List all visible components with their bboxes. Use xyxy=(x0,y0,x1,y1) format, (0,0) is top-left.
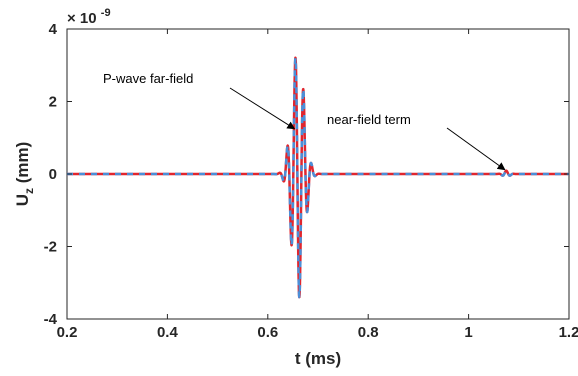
x-tick-label: 0.8 xyxy=(358,324,379,341)
y-axis-label-unit: (mm) xyxy=(13,142,32,184)
y-axis-label-sub: z xyxy=(22,188,36,194)
x-tick-label: 1 xyxy=(464,324,472,341)
exponent-base: × 10 xyxy=(67,10,97,27)
series-layer xyxy=(67,56,569,299)
y-tick-label: 4 xyxy=(49,21,58,38)
y-axis-label: Uz (mm) xyxy=(13,142,36,207)
annotation-p-wave: P-wave far-field xyxy=(103,71,193,86)
y-tick-label: -4 xyxy=(44,311,58,328)
series-line-1 xyxy=(67,56,569,299)
x-tick-label: 1.2 xyxy=(559,324,578,341)
x-axis-label: t (ms) xyxy=(295,349,341,368)
y-tick-label: -2 xyxy=(44,239,57,256)
exponent-label: × 10 -9 xyxy=(67,7,111,27)
y-axis-label-main: U xyxy=(13,194,32,206)
x-tick-label: 0.4 xyxy=(157,324,179,341)
y-axis-ticks: -4 -2 0 2 4 xyxy=(44,21,569,328)
annotation-near-field-arrow xyxy=(446,127,506,171)
exponent-power: -9 xyxy=(101,7,111,19)
annotation-near-field: near-field term xyxy=(327,112,411,127)
y-tick-label: 2 xyxy=(49,94,57,111)
annotation-p-wave-arrow xyxy=(229,87,296,130)
x-axis-ticks: 0.2 0.4 0.6 0.8 1 1.2 xyxy=(57,29,578,341)
x-tick-label: 0.2 xyxy=(57,324,78,341)
x-tick-label: 0.6 xyxy=(257,324,278,341)
y-tick-label: 0 xyxy=(49,166,57,183)
